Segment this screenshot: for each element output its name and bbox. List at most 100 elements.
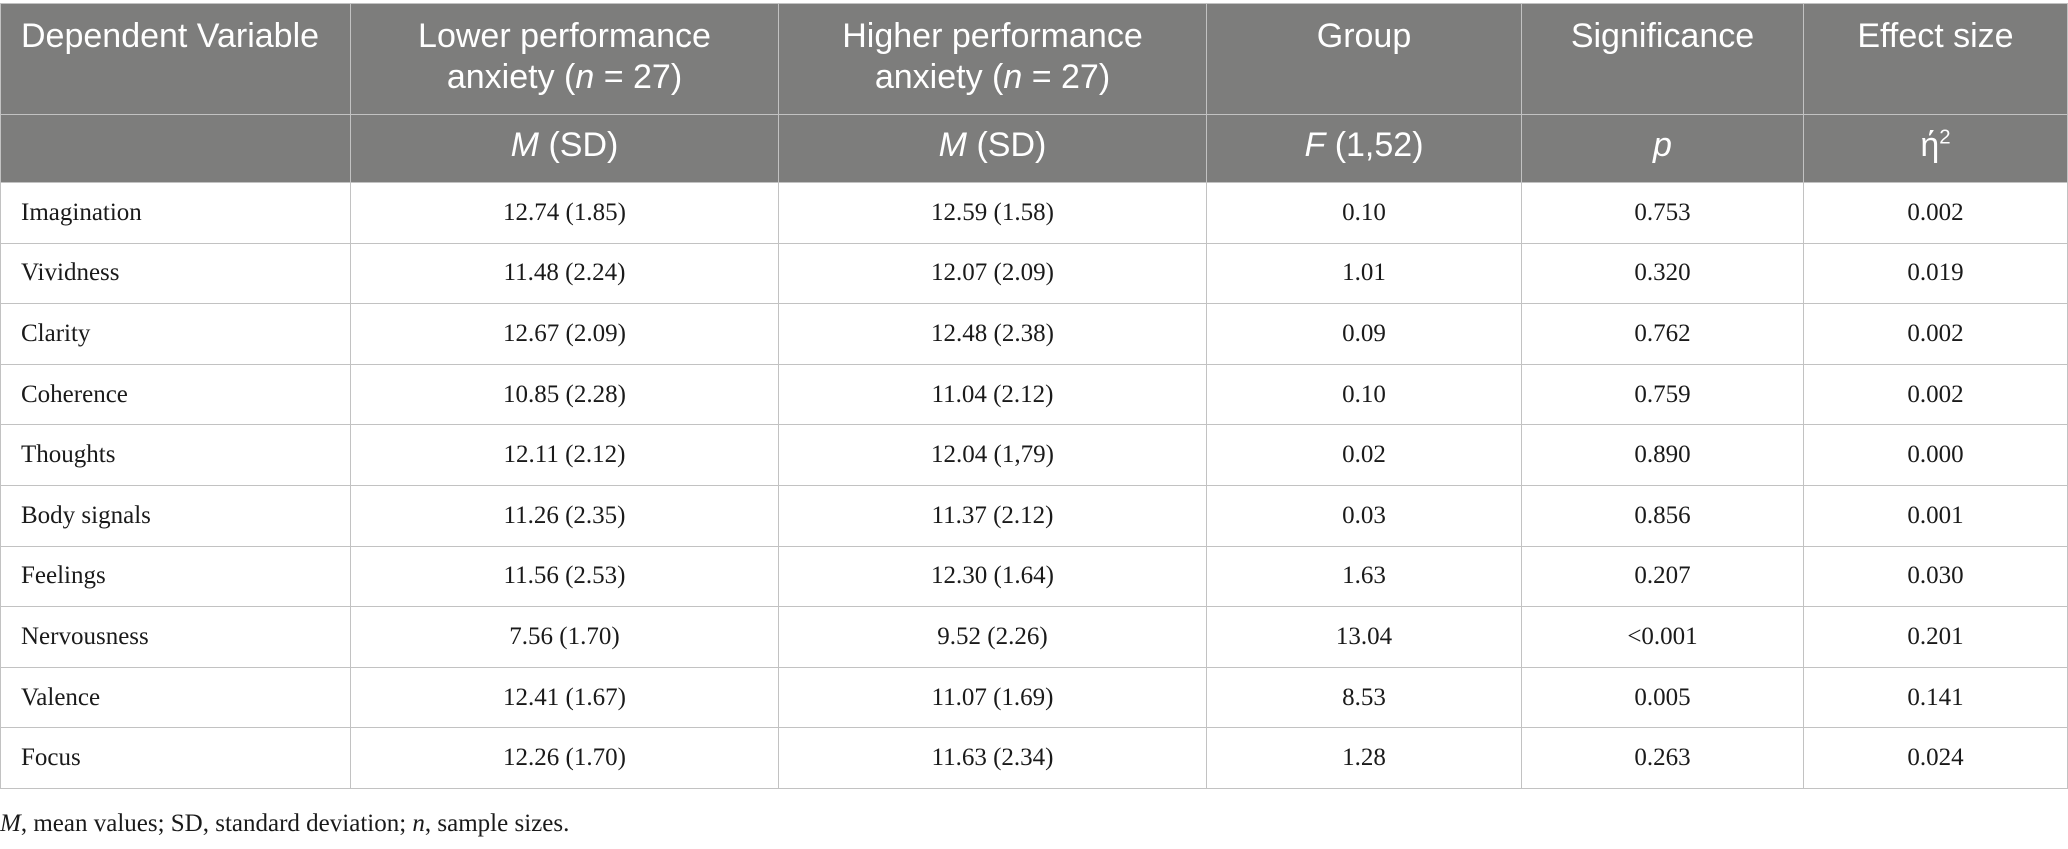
cell-p-value: 0.759 <box>1521 363 1804 426</box>
header-eta-squared: ή2 <box>1803 114 2068 183</box>
table-row: Vividness 11.48 (2.24) 12.07 (2.09) 1.01 0.3… <box>0 242 2068 305</box>
cell-p-value: 0.762 <box>1521 303 1804 365</box>
cell-higher-m-sd: 12.48 (2.38) <box>778 303 1207 365</box>
cell-effect-size: 0.201 <box>1803 606 2068 668</box>
table-row: Valence 12.41 (1.67) 11.07 (1.69) 8.53 0.005… <box>0 666 2068 729</box>
cell-higher-m-sd: 12.04 (1,79) <box>778 424 1207 486</box>
cell-p-value: 0.890 <box>1521 424 1804 486</box>
cell-higher-m-sd: 11.37 (2.12) <box>778 484 1207 547</box>
table-row: Focus 12.26 (1.70) 11.63 (2.34) 1.28 0.263 0.… <box>0 727 2068 789</box>
header-f-df: (1,52) <box>1325 126 1424 164</box>
header-higher-sd: (SD) <box>967 126 1047 164</box>
footnote-text-2: , sample sizes. <box>424 810 570 837</box>
cell-p-value: 0.207 <box>1521 545 1804 608</box>
cell-effect-size: 0.024 <box>1803 727 2068 789</box>
header-p-value: p <box>1521 114 1804 183</box>
header-lower-pre: Lower performance anxiety ( <box>418 17 711 96</box>
cell-lower-m-sd: 12.67 (2.09) <box>350 303 779 365</box>
cell-f-value: 1.01 <box>1206 242 1522 305</box>
table-header: Dependent Variable Lower performance anx… <box>0 3 2068 183</box>
cell-f-value: 1.63 <box>1206 545 1522 608</box>
cell-variable: Feelings <box>0 545 351 608</box>
cell-higher-m-sd: 11.07 (1.69) <box>778 666 1207 729</box>
cell-f-value: 0.10 <box>1206 182 1522 244</box>
footnote-text-1: , mean values; SD, standard deviation; <box>20 810 413 837</box>
table-row: Clarity 12.67 (2.09) 12.48 (2.38) 0.09 0.762… <box>0 303 2068 365</box>
cell-variable: Focus <box>0 727 351 789</box>
cell-lower-m-sd: 12.41 (1.67) <box>350 666 779 729</box>
cell-effect-size: 0.002 <box>1803 363 2068 426</box>
cell-p-value: 0.320 <box>1521 242 1804 305</box>
cell-f-value: 13.04 <box>1206 606 1522 668</box>
header-higher-msd: M (SD) <box>778 114 1207 183</box>
header-row-statistics: M (SD) M (SD) F (1,52) p ή2 <box>0 114 2068 183</box>
header-lower-n: n <box>575 58 595 96</box>
header-f-letter: F <box>1304 126 1326 164</box>
cell-effect-size: 0.001 <box>1803 484 2068 547</box>
header-dependent-variable: Dependent Variable <box>0 3 351 115</box>
cell-lower-m-sd: 12.74 (1.85) <box>350 182 779 244</box>
header-f-stat: F (1,52) <box>1206 114 1522 183</box>
cell-variable: Vividness <box>0 242 351 305</box>
footnote-m: M <box>0 810 21 837</box>
cell-higher-m-sd: 12.07 (2.09) <box>778 242 1207 305</box>
header-significance: Significance <box>1521 3 1804 115</box>
cell-f-value: 0.02 <box>1206 424 1522 486</box>
header-lower-anxiety: Lower performance anxiety (n = 27) <box>350 3 779 115</box>
table-body: Imagination 12.74 (1.85) 12.59 (1.58) 0.10 0… <box>0 182 2068 789</box>
header-row-titles: Dependent Variable Lower performance anx… <box>0 3 2068 115</box>
header-lower-m: M <box>510 126 539 164</box>
cell-variable: Thoughts <box>0 424 351 486</box>
cell-lower-m-sd: 11.48 (2.24) <box>350 242 779 305</box>
header-blank-cell <box>0 114 351 183</box>
table-row: Body signals 11.26 (2.35) 11.37 (2.12) 0.03… <box>0 484 2068 547</box>
cell-p-value: 0.263 <box>1521 727 1804 789</box>
cell-lower-m-sd: 11.26 (2.35) <box>350 484 779 547</box>
header-p-letter: p <box>1653 126 1672 164</box>
cell-f-value: 0.09 <box>1206 303 1522 365</box>
cell-variable: Clarity <box>0 303 351 365</box>
cell-effect-size: 0.002 <box>1803 182 2068 244</box>
cell-lower-m-sd: 10.85 (2.28) <box>350 363 779 426</box>
header-lower-sd: (SD) <box>539 126 619 164</box>
results-table: Dependent Variable Lower performance anx… <box>0 3 2068 789</box>
cell-lower-m-sd: 12.11 (2.12) <box>350 424 779 486</box>
table-row: Imagination 12.74 (1.85) 12.59 (1.58) 0.10 0… <box>0 182 2068 244</box>
header-higher-post: = 27) <box>1022 58 1111 96</box>
cell-variable: Imagination <box>0 182 351 244</box>
cell-lower-m-sd: 11.56 (2.53) <box>350 545 779 608</box>
header-higher-n: n <box>1003 58 1023 96</box>
cell-p-value: 0.856 <box>1521 484 1804 547</box>
cell-p-value: 0.753 <box>1521 182 1804 244</box>
cell-f-value: 0.03 <box>1206 484 1522 547</box>
cell-p-value: <0.001 <box>1521 606 1804 668</box>
cell-variable: Nervousness <box>0 606 351 668</box>
table-row: Thoughts 12.11 (2.12) 12.04 (1,79) 0.02 0.89… <box>0 424 2068 486</box>
cell-effect-size: 0.141 <box>1803 666 2068 729</box>
cell-effect-size: 0.000 <box>1803 424 2068 486</box>
header-higher-anxiety: Higher performance anxiety (n = 27) <box>778 3 1207 115</box>
cell-variable: Coherence <box>0 363 351 426</box>
cell-variable: Valence <box>0 666 351 729</box>
cell-f-value: 1.28 <box>1206 727 1522 789</box>
header-lower-post: = 27) <box>594 58 683 96</box>
header-eta-exponent: 2 <box>1939 126 1951 149</box>
footnote-n: n <box>412 810 425 837</box>
cell-effect-size: 0.030 <box>1803 545 2068 608</box>
cell-lower-m-sd: 12.26 (1.70) <box>350 727 779 789</box>
cell-f-value: 0.10 <box>1206 363 1522 426</box>
cell-p-value: 0.005 <box>1521 666 1804 729</box>
header-eta-letter: ή <box>1920 126 1940 164</box>
header-higher-pre: Higher performance anxiety ( <box>842 17 1143 96</box>
cell-higher-m-sd: 9.52 (2.26) <box>778 606 1207 668</box>
cell-higher-m-sd: 12.30 (1.64) <box>778 545 1207 608</box>
table-footnote: M, mean values; SD, standard deviation; … <box>0 810 569 838</box>
table-row: Nervousness 7.56 (1.70) 9.52 (2.26) 13.04 <0… <box>0 606 2068 668</box>
cell-effect-size: 0.019 <box>1803 242 2068 305</box>
cell-lower-m-sd: 7.56 (1.70) <box>350 606 779 668</box>
header-higher-m: M <box>938 126 967 164</box>
header-effect-size: Effect size <box>1803 3 2068 115</box>
header-group: Group <box>1206 3 1522 115</box>
table-row: Coherence 10.85 (2.28) 11.04 (2.12) 0.10 0.7… <box>0 363 2068 426</box>
cell-effect-size: 0.002 <box>1803 303 2068 365</box>
